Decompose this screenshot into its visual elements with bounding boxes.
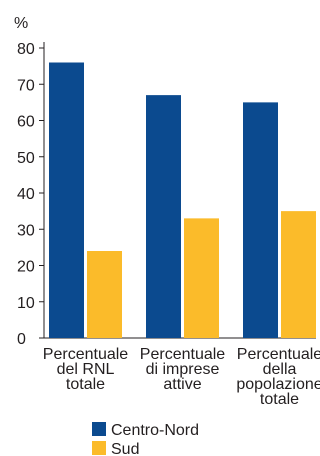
y-tick-label: 30 (17, 222, 35, 239)
bar-centro-nord-3 (243, 102, 278, 338)
y-tick-label: 10 (17, 295, 35, 312)
bars (49, 62, 316, 338)
x-category-label: Percentuale del RNL totale (43, 346, 128, 393)
y-axis: % 0 10 20 30 40 50 60 70 80 (14, 15, 316, 348)
legend-swatch (92, 422, 106, 436)
y-axis-unit: % (14, 15, 28, 32)
bar-sud-2 (184, 218, 219, 338)
bar-centro-nord-2 (146, 95, 181, 338)
x-axis-labels: Percentuale del RNL totale Percentuale di im… (43, 346, 320, 408)
legend-swatch (92, 441, 106, 455)
y-tick-label: 20 (17, 259, 35, 276)
bar-centro-nord-1 (49, 62, 84, 338)
y-tick-label: 60 (17, 114, 35, 131)
y-tick-label: 70 (17, 77, 35, 94)
x-category-label: Percentuale della popolazione totale (236, 346, 320, 408)
legend-label: Sud (111, 441, 139, 456)
bar-sud-3 (281, 211, 316, 338)
x-category-label: Percentuale di imprese attive (140, 346, 225, 393)
legend: Centro-Nord Sud (92, 422, 199, 456)
y-tick-label: 40 (17, 186, 35, 203)
bar-sud-1 (87, 251, 122, 338)
legend-label: Centro-Nord (111, 422, 199, 439)
y-tick-label: 50 (17, 150, 35, 167)
y-tick-label: 0 (17, 331, 26, 348)
y-tick-label: 80 (17, 41, 35, 58)
